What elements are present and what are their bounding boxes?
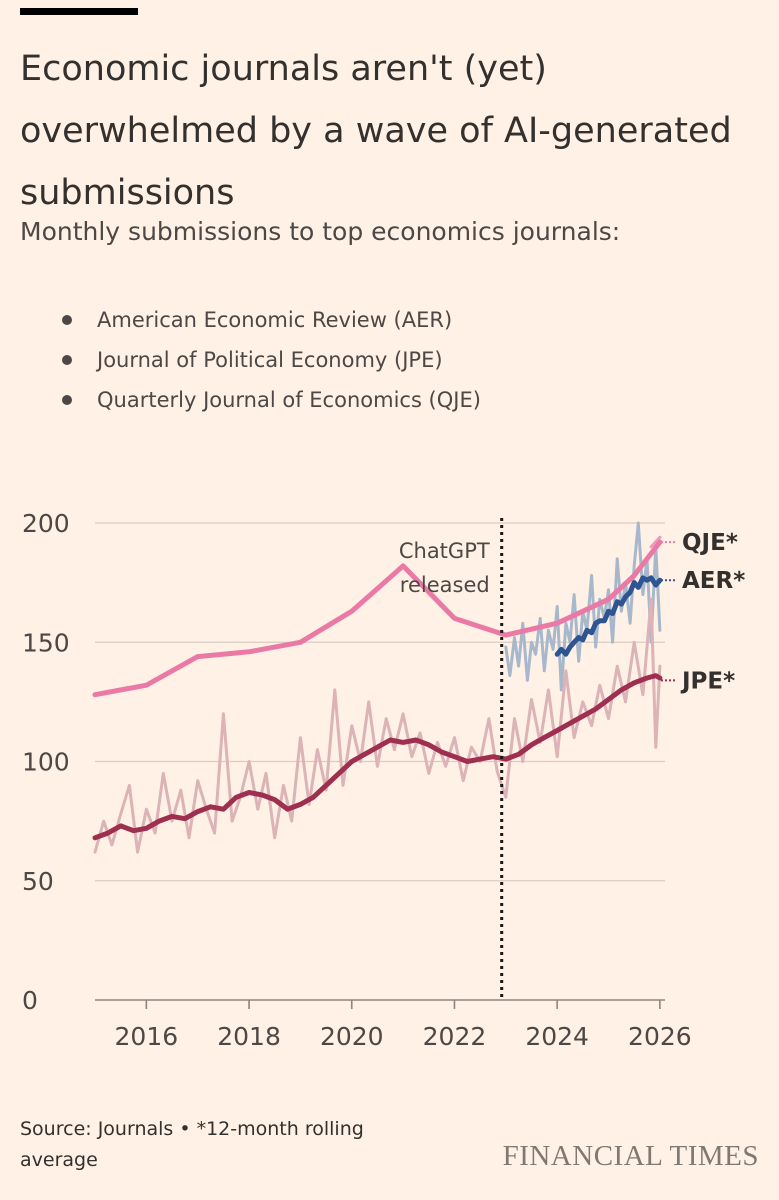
x-tick-label: 2018 [217, 1022, 281, 1051]
legend: American Economic Review (AER) Journal o… [62, 300, 481, 420]
legend-item-aer: American Economic Review (AER) [62, 300, 481, 340]
series-line-jpe [93, 597, 662, 854]
legend-dot-icon [62, 355, 72, 365]
legend-label: American Economic Review (AER) [97, 308, 453, 332]
source-note: Source: Journals • *12-month rolling ave… [20, 1118, 364, 1171]
y-tick-label: 50 [22, 867, 54, 896]
series-line-qje [649, 535, 662, 549]
legend-dot-icon [62, 315, 72, 325]
end-label-aer: AER* [682, 568, 745, 594]
legend-label: Journal of Political Economy (JPE) [97, 348, 443, 372]
end-label-qje: QJE* [682, 530, 738, 556]
legend-item-qje: Quarterly Journal of Economics (QJE) [62, 380, 481, 420]
annotation-label: ChatGPT [399, 539, 490, 563]
brand-topbar [20, 8, 138, 15]
label-layer: QJE* AER* JPE* [661, 530, 745, 694]
x-tick-label: 2024 [525, 1022, 589, 1051]
legend-item-jpe: Journal of Political Economy (JPE) [62, 340, 481, 380]
end-label-jpe: JPE* [680, 668, 735, 694]
series-line-qje-avg [92, 539, 663, 698]
ft-logo: FINANCIAL TIMES [502, 1140, 759, 1172]
series-line-jpe-avg [92, 673, 663, 841]
legend-label: Quarterly Journal of Economics (QJE) [97, 388, 481, 412]
line-chart: 0 50 100 150 200 2016 2018 2020 2022 2024 2026 Cha… [22, 509, 745, 1051]
legend-dot-icon [62, 395, 72, 405]
series-line-aer-avg [554, 575, 663, 657]
series-layer [92, 521, 663, 854]
annotation-label: released [400, 573, 490, 597]
x-tick-label: 2026 [628, 1022, 692, 1051]
chart-subtitle: Monthly submissions to top economics jou… [20, 217, 621, 246]
grid-layer: 0 50 100 150 200 2016 2018 2020 2022 2024 2026 [22, 509, 692, 1051]
x-tick-label: 2022 [423, 1022, 487, 1051]
y-tick-label: 100 [22, 748, 70, 777]
y-tick-label: 0 [22, 986, 38, 1015]
chart-title: Economic journals aren't (yet) overwhelm… [20, 49, 732, 213]
y-tick-label: 150 [22, 628, 70, 657]
y-tick-label: 200 [22, 509, 70, 538]
annotation-layer: ChatGPT released [399, 518, 504, 1000]
x-tick-label: 2016 [115, 1022, 179, 1051]
x-tick-label: 2020 [320, 1022, 384, 1051]
